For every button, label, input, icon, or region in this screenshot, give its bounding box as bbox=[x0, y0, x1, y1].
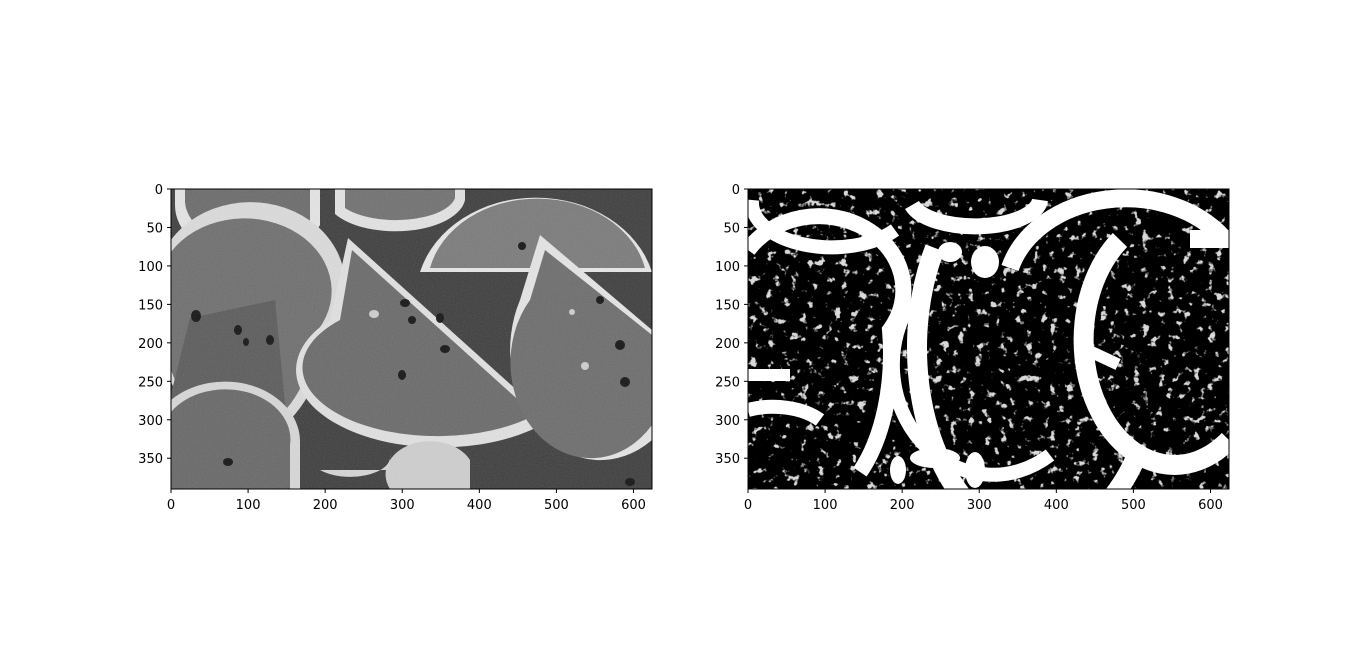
left-x-tick-label: 600 bbox=[621, 498, 646, 513]
right-x-ticks: 0 100 200 300 400 500 600 bbox=[744, 489, 1223, 513]
left-x-tick-label: 200 bbox=[313, 498, 338, 513]
left-x-tick-label: 0 bbox=[167, 498, 175, 513]
right-x-tick-label: 0 bbox=[744, 498, 752, 513]
grayscale-image-panel: 0 100 200 300 400 500 600 0 50 100 150 200 250 300 35… bbox=[138, 183, 652, 513]
left-y-tick-label: 350 bbox=[138, 452, 163, 467]
binary-image-panel: 0 100 200 300 400 500 600 0 50 100 150 200 250 300 35… bbox=[715, 183, 1229, 538]
left-y-tick-label: 300 bbox=[138, 414, 163, 429]
right-x-tick-label: 500 bbox=[1121, 498, 1146, 513]
left-y-ticks: 0 50 100 150 200 250 300 350 bbox=[138, 183, 171, 467]
left-y-tick-label: 150 bbox=[138, 298, 163, 313]
left-y-tick-label: 250 bbox=[138, 375, 163, 390]
right-y-tick-label: 250 bbox=[715, 375, 740, 390]
right-y-tick-label: 150 bbox=[715, 298, 740, 313]
right-y-tick-label: 50 bbox=[723, 221, 740, 236]
right-x-tick-label: 400 bbox=[1044, 498, 1069, 513]
right-x-tick-label: 100 bbox=[813, 498, 838, 513]
right-y-tick-label: 100 bbox=[715, 260, 740, 275]
left-x-tick-label: 300 bbox=[390, 498, 415, 513]
right-y-ticks: 0 50 100 150 200 250 300 350 bbox=[715, 183, 748, 467]
left-y-tick-label: 50 bbox=[146, 221, 163, 236]
grayscale-image bbox=[150, 189, 652, 489]
left-y-tick-label: 0 bbox=[155, 183, 163, 198]
left-x-tick-label: 100 bbox=[236, 498, 261, 513]
right-y-tick-label: 200 bbox=[715, 337, 740, 352]
left-y-tick-label: 200 bbox=[138, 337, 163, 352]
left-y-tick-label: 100 bbox=[138, 260, 163, 275]
right-y-tick-label: 300 bbox=[715, 414, 740, 429]
right-x-tick-label: 300 bbox=[967, 498, 992, 513]
left-x-ticks: 0 100 200 300 400 500 600 bbox=[167, 489, 646, 513]
left-x-tick-label: 500 bbox=[544, 498, 569, 513]
right-y-tick-label: 0 bbox=[732, 183, 740, 198]
left-x-tick-label: 400 bbox=[467, 498, 492, 513]
right-x-tick-label: 600 bbox=[1198, 498, 1223, 513]
right-x-tick-label: 200 bbox=[890, 498, 915, 513]
right-y-tick-label: 350 bbox=[715, 452, 740, 467]
binary-image bbox=[748, 189, 1229, 538]
